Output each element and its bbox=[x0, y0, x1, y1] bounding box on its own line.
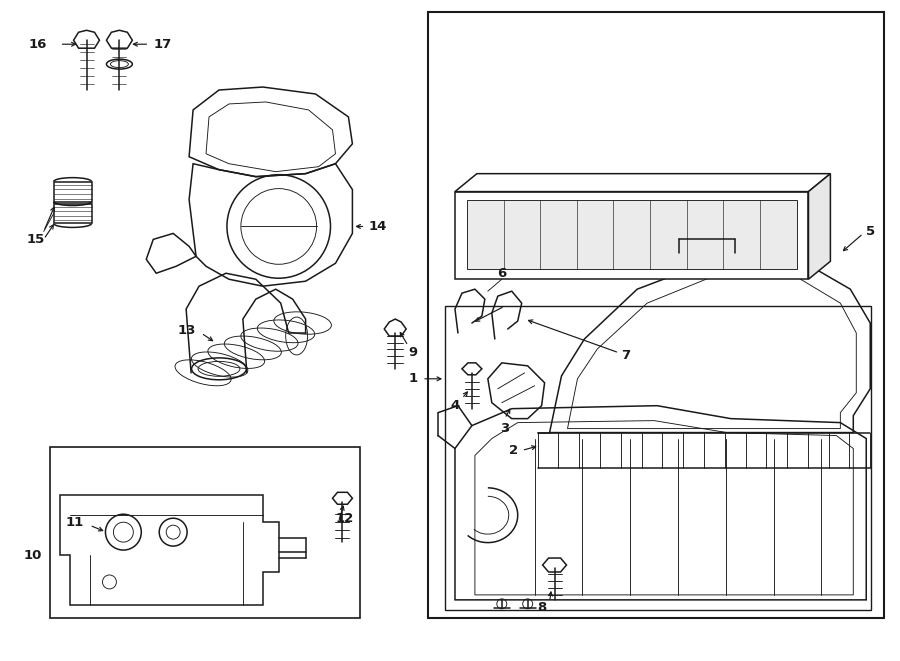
Text: 8: 8 bbox=[537, 602, 546, 614]
Text: 3: 3 bbox=[500, 422, 509, 435]
Bar bbox=[54, 204, 92, 223]
Text: 5: 5 bbox=[866, 225, 876, 238]
Text: 11: 11 bbox=[66, 516, 84, 529]
Text: 14: 14 bbox=[368, 220, 387, 233]
Text: 16: 16 bbox=[28, 38, 47, 51]
Text: 2: 2 bbox=[508, 444, 518, 457]
Text: 6: 6 bbox=[497, 267, 507, 280]
Bar bbox=[54, 182, 92, 202]
Polygon shape bbox=[808, 174, 831, 279]
Text: 15: 15 bbox=[27, 233, 45, 246]
Text: 13: 13 bbox=[177, 325, 196, 338]
Bar bbox=[50, 447, 360, 618]
Polygon shape bbox=[59, 495, 279, 605]
Text: 17: 17 bbox=[153, 38, 172, 51]
Text: 9: 9 bbox=[409, 346, 418, 360]
Bar bbox=[445, 306, 871, 610]
Text: 4: 4 bbox=[450, 399, 460, 412]
Text: 7: 7 bbox=[621, 350, 630, 362]
Text: 10: 10 bbox=[23, 549, 42, 562]
Bar bbox=[467, 200, 796, 269]
Text: 12: 12 bbox=[336, 512, 354, 525]
Bar bbox=[428, 13, 884, 618]
Bar bbox=[455, 192, 808, 279]
Text: 1: 1 bbox=[409, 372, 419, 385]
